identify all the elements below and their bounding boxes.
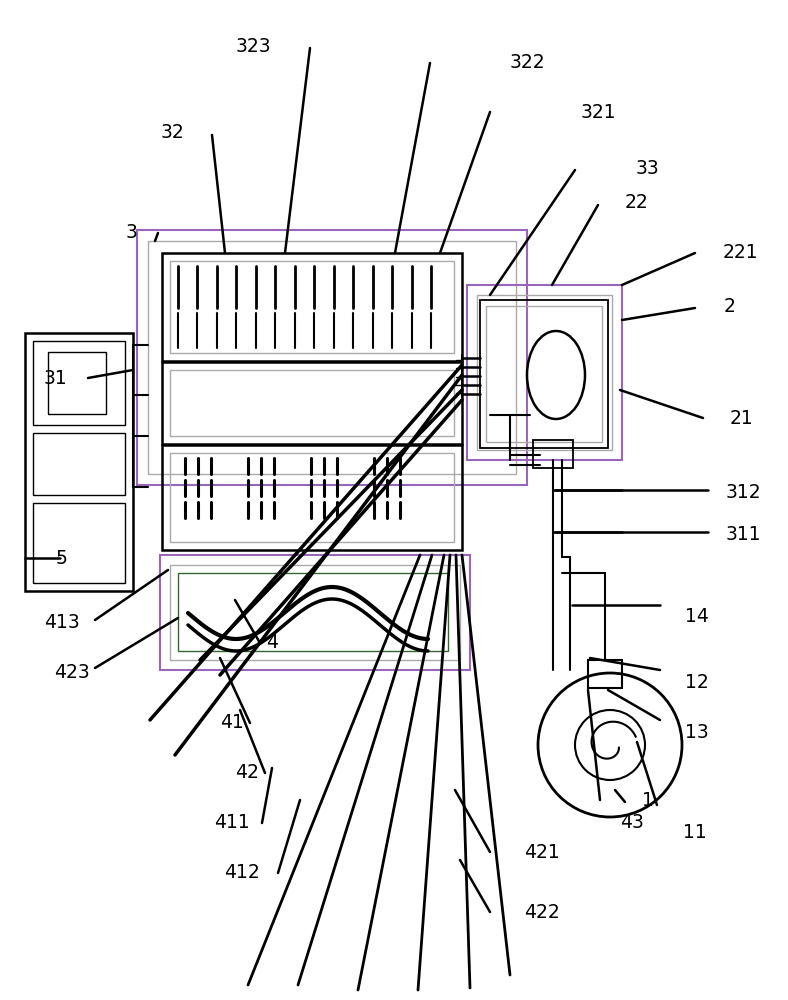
Text: 221: 221 bbox=[722, 242, 758, 261]
Bar bbox=[533, 440, 573, 468]
Bar bbox=[178, 573, 448, 651]
Text: 311: 311 bbox=[725, 524, 760, 544]
Bar bbox=[160, 555, 470, 670]
Bar bbox=[25, 333, 133, 591]
Text: 1: 1 bbox=[642, 790, 654, 810]
Bar bbox=[162, 253, 462, 361]
Bar bbox=[170, 370, 454, 436]
Bar bbox=[486, 306, 602, 442]
Bar bbox=[477, 295, 612, 450]
Bar bbox=[588, 660, 622, 688]
Text: 422: 422 bbox=[524, 902, 560, 922]
Text: 13: 13 bbox=[685, 724, 709, 742]
Text: 412: 412 bbox=[224, 863, 260, 882]
Bar bbox=[480, 300, 608, 448]
Bar bbox=[170, 453, 454, 542]
Bar bbox=[467, 285, 622, 460]
Text: 3: 3 bbox=[126, 223, 138, 241]
Text: 323: 323 bbox=[235, 37, 271, 56]
Text: 11: 11 bbox=[683, 824, 707, 842]
Text: 21: 21 bbox=[730, 408, 754, 428]
Text: 4: 4 bbox=[266, 634, 278, 652]
Text: 2: 2 bbox=[724, 298, 736, 316]
Bar bbox=[148, 241, 516, 474]
Bar bbox=[162, 362, 462, 444]
Text: 411: 411 bbox=[214, 814, 250, 832]
Bar bbox=[33, 341, 125, 425]
Text: 413: 413 bbox=[44, 613, 80, 633]
Text: 33: 33 bbox=[635, 158, 659, 178]
Text: 43: 43 bbox=[620, 814, 644, 832]
Text: 22: 22 bbox=[625, 194, 649, 213]
Bar bbox=[162, 445, 462, 550]
Bar bbox=[48, 352, 106, 414]
Text: 321: 321 bbox=[580, 103, 615, 121]
Text: 42: 42 bbox=[235, 764, 259, 782]
Text: 32: 32 bbox=[160, 123, 184, 142]
Text: 5: 5 bbox=[56, 548, 68, 568]
Text: 421: 421 bbox=[524, 842, 560, 861]
Text: 312: 312 bbox=[725, 483, 760, 502]
Text: 31: 31 bbox=[43, 368, 67, 387]
Bar bbox=[137, 230, 527, 485]
Bar bbox=[33, 433, 125, 495]
Bar bbox=[33, 503, 125, 583]
Text: 14: 14 bbox=[685, 607, 709, 626]
Bar bbox=[170, 261, 454, 353]
Text: 322: 322 bbox=[509, 52, 545, 72]
Text: 423: 423 bbox=[54, 664, 90, 682]
Bar bbox=[170, 565, 460, 660]
Text: 12: 12 bbox=[685, 672, 709, 692]
Text: 41: 41 bbox=[220, 714, 244, 732]
